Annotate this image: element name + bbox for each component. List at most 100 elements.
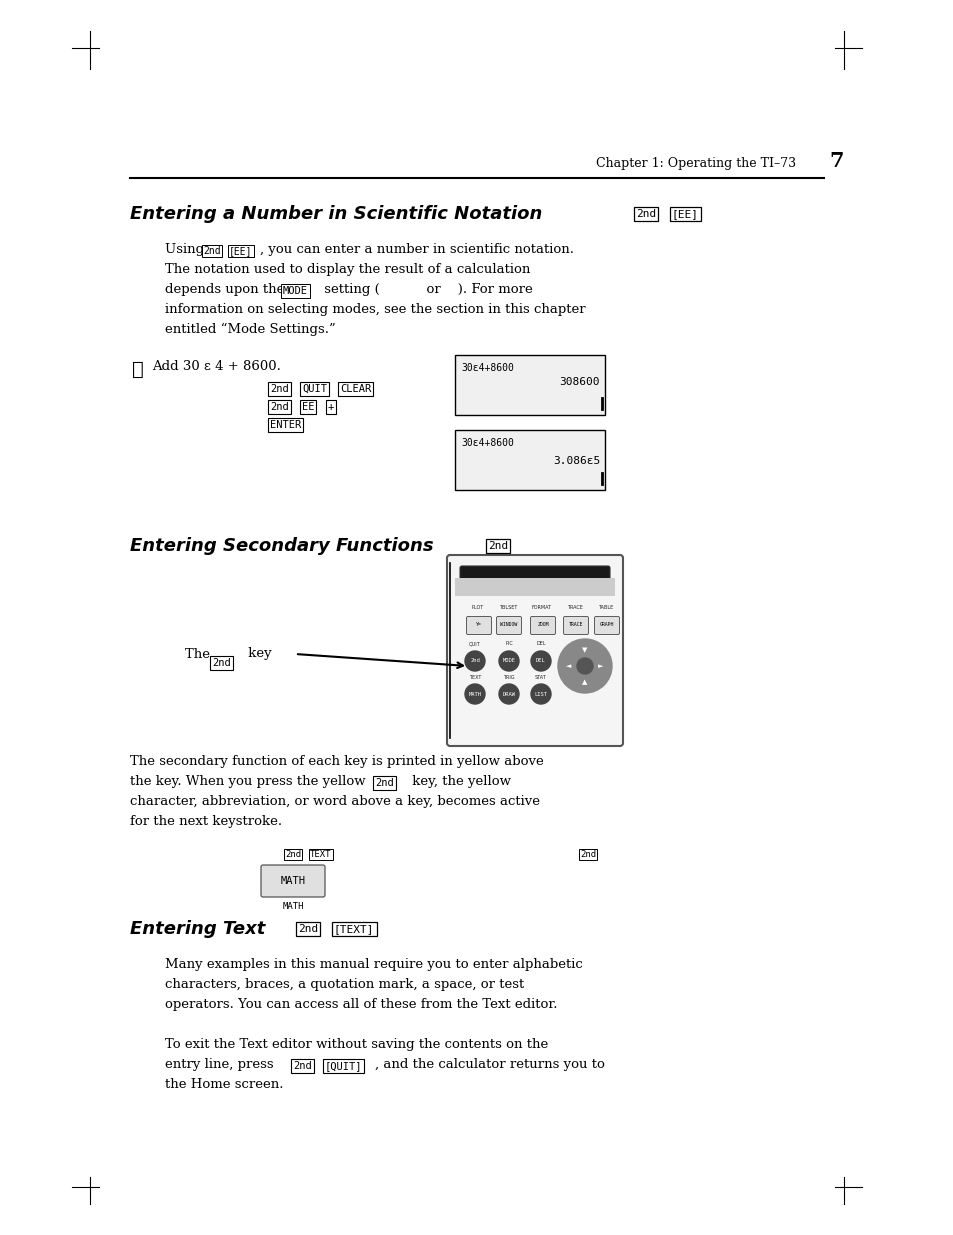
Text: TRACE: TRACE [566, 605, 582, 610]
Text: WINDOW: WINDOW [500, 622, 517, 627]
Circle shape [558, 638, 612, 693]
Circle shape [464, 684, 484, 704]
Text: [TEXT]: [TEXT] [334, 924, 375, 934]
Text: 2nd: 2nd [470, 658, 479, 663]
Text: Entering Text: Entering Text [130, 920, 265, 939]
FancyBboxPatch shape [261, 864, 325, 897]
Text: 30ε4+8600: 30ε4+8600 [460, 438, 514, 448]
Text: ENTER: ENTER [270, 420, 301, 430]
Text: ZOOM: ZOOM [537, 622, 548, 627]
Text: TRIG: TRIG [502, 676, 515, 680]
Text: To exit the Text editor without saving the contents on the: To exit the Text editor without saving t… [165, 1037, 548, 1051]
Text: , you can enter a number in scientific notation.: , you can enter a number in scientific n… [260, 243, 574, 256]
Text: CLEAR: CLEAR [339, 384, 371, 394]
Circle shape [498, 651, 518, 671]
Text: for the next keystroke.: for the next keystroke. [130, 815, 282, 827]
Text: MODE: MODE [502, 658, 515, 663]
Text: 2nd: 2nd [270, 384, 289, 394]
Text: key, the yellow: key, the yellow [408, 776, 511, 788]
Text: DEL: DEL [536, 641, 545, 646]
Text: 7: 7 [828, 151, 842, 170]
Text: 2nd: 2nd [297, 924, 318, 934]
Text: Entering Secondary Functions: Entering Secondary Functions [130, 537, 434, 555]
Text: EE: EE [302, 403, 314, 412]
Text: TEXT: TEXT [468, 676, 480, 680]
Text: ▼: ▼ [581, 647, 587, 653]
Text: 2nd: 2nd [488, 541, 508, 551]
Text: The: The [185, 647, 214, 661]
Text: 2nd: 2nd [212, 658, 231, 668]
Text: Entering a Number in Scientific Notation: Entering a Number in Scientific Notation [130, 205, 542, 224]
Text: ►: ► [598, 663, 603, 669]
Text: operators. You can access all of these from the Text editor.: operators. You can access all of these f… [165, 998, 557, 1011]
Text: QUIT: QUIT [469, 641, 480, 646]
Text: The secondary function of each key is printed in yellow above: The secondary function of each key is pr… [130, 755, 543, 768]
FancyBboxPatch shape [530, 616, 555, 635]
Text: the key. When you press the yellow: the key. When you press the yellow [130, 776, 370, 788]
Text: TEXT: TEXT [310, 850, 331, 860]
Text: LIST: LIST [534, 692, 547, 697]
Text: The notation used to display the result of a calculation: The notation used to display the result … [165, 263, 530, 275]
Text: DRAW: DRAW [502, 692, 515, 697]
Text: PIC: PIC [504, 641, 513, 646]
Text: 308600: 308600 [558, 377, 599, 387]
Text: 30ε4+8600: 30ε4+8600 [460, 363, 514, 373]
Text: 2nd: 2nd [375, 778, 394, 788]
Text: , and the calculator returns you to: , and the calculator returns you to [375, 1058, 604, 1071]
Circle shape [577, 658, 593, 674]
FancyBboxPatch shape [466, 616, 491, 635]
Text: ⌹: ⌹ [132, 359, 144, 379]
Text: MATH: MATH [468, 692, 481, 697]
Circle shape [531, 651, 551, 671]
Circle shape [464, 651, 484, 671]
Text: Using: Using [165, 243, 208, 256]
Text: [EE]: [EE] [671, 209, 699, 219]
Text: ▲: ▲ [581, 679, 587, 685]
Text: 2nd: 2nd [293, 1061, 312, 1071]
Text: 2nd: 2nd [636, 209, 656, 219]
Text: FORMAT: FORMAT [532, 605, 552, 610]
Text: MATH: MATH [282, 902, 303, 911]
Circle shape [498, 684, 518, 704]
Circle shape [531, 684, 551, 704]
Text: information on selecting modes, see the section in this chapter: information on selecting modes, see the … [165, 303, 585, 316]
Text: GRAPH: GRAPH [599, 622, 614, 627]
Text: +: + [328, 403, 334, 412]
Text: PLOT: PLOT [472, 605, 483, 610]
Text: setting (           or    ). For more: setting ( or ). For more [319, 283, 532, 296]
Text: QUIT: QUIT [302, 384, 327, 394]
Text: 2nd: 2nd [579, 850, 596, 860]
Text: entry line, press: entry line, press [165, 1058, 277, 1071]
FancyBboxPatch shape [459, 566, 609, 592]
FancyBboxPatch shape [447, 555, 622, 746]
Text: TRACE: TRACE [568, 622, 582, 627]
FancyBboxPatch shape [496, 616, 521, 635]
Text: TABLE: TABLE [598, 605, 613, 610]
Text: DEL: DEL [536, 658, 545, 663]
Text: [EE]: [EE] [229, 246, 253, 256]
Text: [QUIT]: [QUIT] [325, 1061, 362, 1071]
Text: 2nd: 2nd [270, 403, 289, 412]
Text: MODE: MODE [283, 287, 308, 296]
FancyBboxPatch shape [563, 616, 588, 635]
Text: 3.086ε5: 3.086ε5 [552, 456, 599, 466]
Text: Many examples in this manual require you to enter alphabetic: Many examples in this manual require you… [165, 958, 582, 971]
Text: Chapter 1: Operating the TI–73: Chapter 1: Operating the TI–73 [596, 157, 795, 170]
Text: Y=: Y= [476, 622, 481, 627]
Text: key: key [244, 647, 272, 661]
Text: 2nd: 2nd [285, 850, 301, 860]
Text: 2nd: 2nd [203, 246, 220, 256]
Text: TBLSET: TBLSET [498, 605, 517, 610]
Text: depends upon the: depends upon the [165, 283, 289, 296]
Text: MATH: MATH [280, 876, 305, 885]
Text: entitled “Mode Settings.”: entitled “Mode Settings.” [165, 324, 335, 336]
Text: characters, braces, a quotation mark, a space, or test: characters, braces, a quotation mark, a … [165, 978, 524, 990]
Text: character, abbreviation, or word above a key, becomes active: character, abbreviation, or word above a… [130, 795, 539, 808]
Text: ◄: ◄ [566, 663, 571, 669]
Bar [455, 430, 604, 490]
Text: the Home screen.: the Home screen. [165, 1078, 283, 1091]
Text: Add 30 ε 4 + 8600.: Add 30 ε 4 + 8600. [152, 359, 280, 373]
Bar [455, 354, 604, 415]
FancyBboxPatch shape [594, 616, 618, 635]
Text: STAT: STAT [535, 676, 546, 680]
